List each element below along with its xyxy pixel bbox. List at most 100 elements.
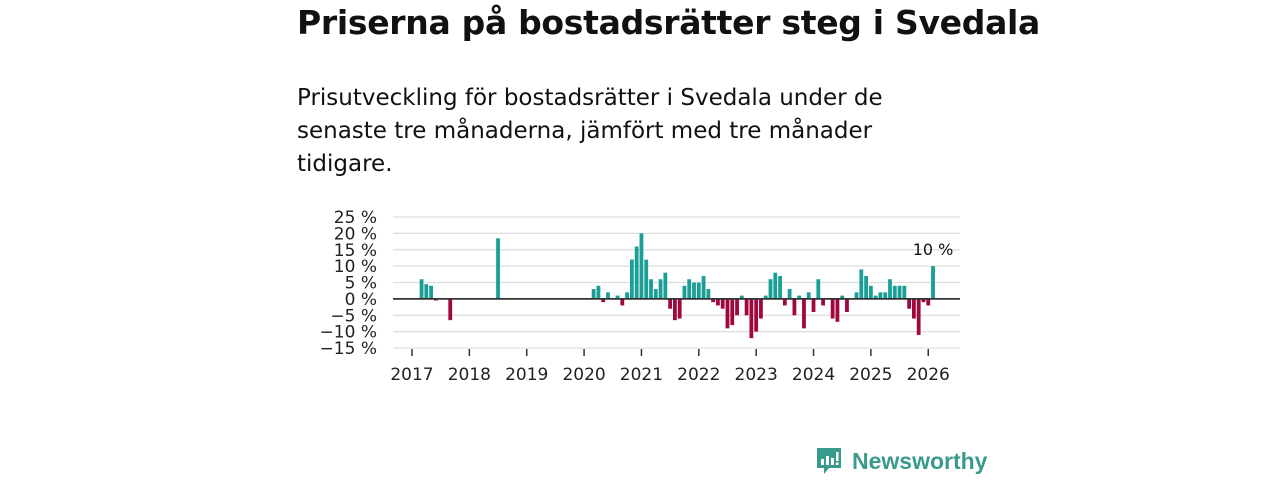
bar	[649, 279, 653, 299]
bar	[921, 298, 926, 303]
y-tick-label: 5 %	[345, 274, 377, 294]
bar	[692, 282, 696, 299]
bar	[749, 298, 754, 339]
bar	[778, 275, 782, 299]
bar	[668, 298, 673, 309]
bar	[830, 298, 835, 319]
bar	[759, 298, 763, 319]
bar	[658, 279, 663, 299]
y-tick-label: 10 %	[334, 257, 377, 277]
bar	[606, 292, 610, 299]
bar	[811, 298, 816, 312]
bar	[716, 298, 720, 306]
bar	[864, 275, 868, 299]
bar	[821, 298, 825, 306]
bar	[596, 285, 601, 299]
bar	[931, 266, 935, 299]
bar	[868, 285, 873, 299]
bar	[424, 284, 429, 299]
bar	[687, 279, 692, 299]
y-tick-label: 20 %	[334, 224, 377, 244]
last-value-label: 10 %	[913, 240, 954, 259]
bar	[744, 298, 749, 316]
bar	[878, 292, 883, 299]
bar	[797, 295, 802, 299]
x-tick-label: 2025	[849, 365, 892, 385]
newsworthy-logo-icon	[817, 448, 841, 474]
bar	[907, 298, 912, 309]
bar	[840, 295, 845, 299]
bar	[806, 292, 811, 299]
bar	[897, 285, 902, 299]
bar	[496, 238, 500, 299]
bar	[926, 298, 931, 306]
bar	[888, 279, 892, 299]
bar	[892, 285, 897, 299]
x-tick-label: 2021	[620, 365, 663, 385]
x-tick-label: 2017	[390, 365, 433, 385]
x-tick-label: 2022	[677, 365, 720, 385]
bar	[591, 289, 596, 299]
bar	[673, 298, 677, 321]
bar	[429, 285, 434, 299]
bar	[730, 298, 735, 326]
newsworthy-logo: Newsworthy	[815, 446, 987, 476]
chart-subtitle: Prisutveckling för bostadsrätter i Sveda…	[297, 85, 883, 177]
y-tick-label: 0 %	[345, 290, 377, 310]
bar	[859, 269, 864, 299]
bar	[735, 298, 739, 316]
y-tick-label: −15 %	[320, 339, 377, 359]
bar	[644, 259, 649, 299]
bar	[639, 233, 644, 299]
y-tick-label: 15 %	[334, 241, 377, 261]
bar	[787, 289, 792, 299]
bar	[663, 272, 668, 299]
bar	[677, 298, 682, 319]
bar	[620, 298, 625, 306]
bar	[902, 285, 907, 299]
bar	[711, 298, 716, 303]
bar	[725, 298, 730, 329]
bar	[773, 272, 778, 299]
bar	[419, 279, 424, 299]
bar	[768, 279, 773, 299]
bar	[601, 298, 606, 303]
bar	[448, 298, 453, 321]
bar	[835, 298, 840, 322]
x-tick-label: 2020	[562, 365, 605, 385]
bar	[706, 289, 711, 299]
bar	[615, 295, 620, 299]
x-tick-label: 2019	[505, 365, 548, 385]
y-tick-label: −10 %	[320, 323, 377, 343]
bar	[782, 298, 787, 306]
x-tick-label: 2026	[907, 365, 950, 385]
bar	[816, 279, 821, 299]
chart-title: Priserna på bostadsrätter steg i Svedala	[297, 3, 1041, 42]
bar	[854, 292, 859, 299]
bar	[754, 298, 759, 332]
bar	[912, 298, 916, 319]
y-tick-label: 25 %	[334, 208, 377, 228]
bar	[873, 295, 878, 299]
x-tick-label: 2023	[735, 365, 778, 385]
bar	[739, 295, 744, 299]
bar	[792, 298, 797, 316]
bar	[845, 298, 849, 312]
bar	[634, 246, 639, 299]
bar	[802, 298, 806, 329]
bar	[720, 298, 725, 309]
bar	[625, 292, 629, 299]
bar	[883, 292, 888, 299]
bar	[696, 282, 701, 299]
x-tick-label: 2024	[792, 365, 835, 385]
x-tick-label: 2018	[448, 365, 491, 385]
bar	[629, 259, 634, 299]
bar	[916, 298, 921, 335]
bar	[653, 289, 658, 299]
bar	[763, 295, 768, 299]
y-tick-label: −5 %	[330, 306, 377, 326]
bar	[682, 285, 687, 299]
brand-name: Newsworthy	[852, 447, 988, 474]
bar	[701, 275, 706, 299]
